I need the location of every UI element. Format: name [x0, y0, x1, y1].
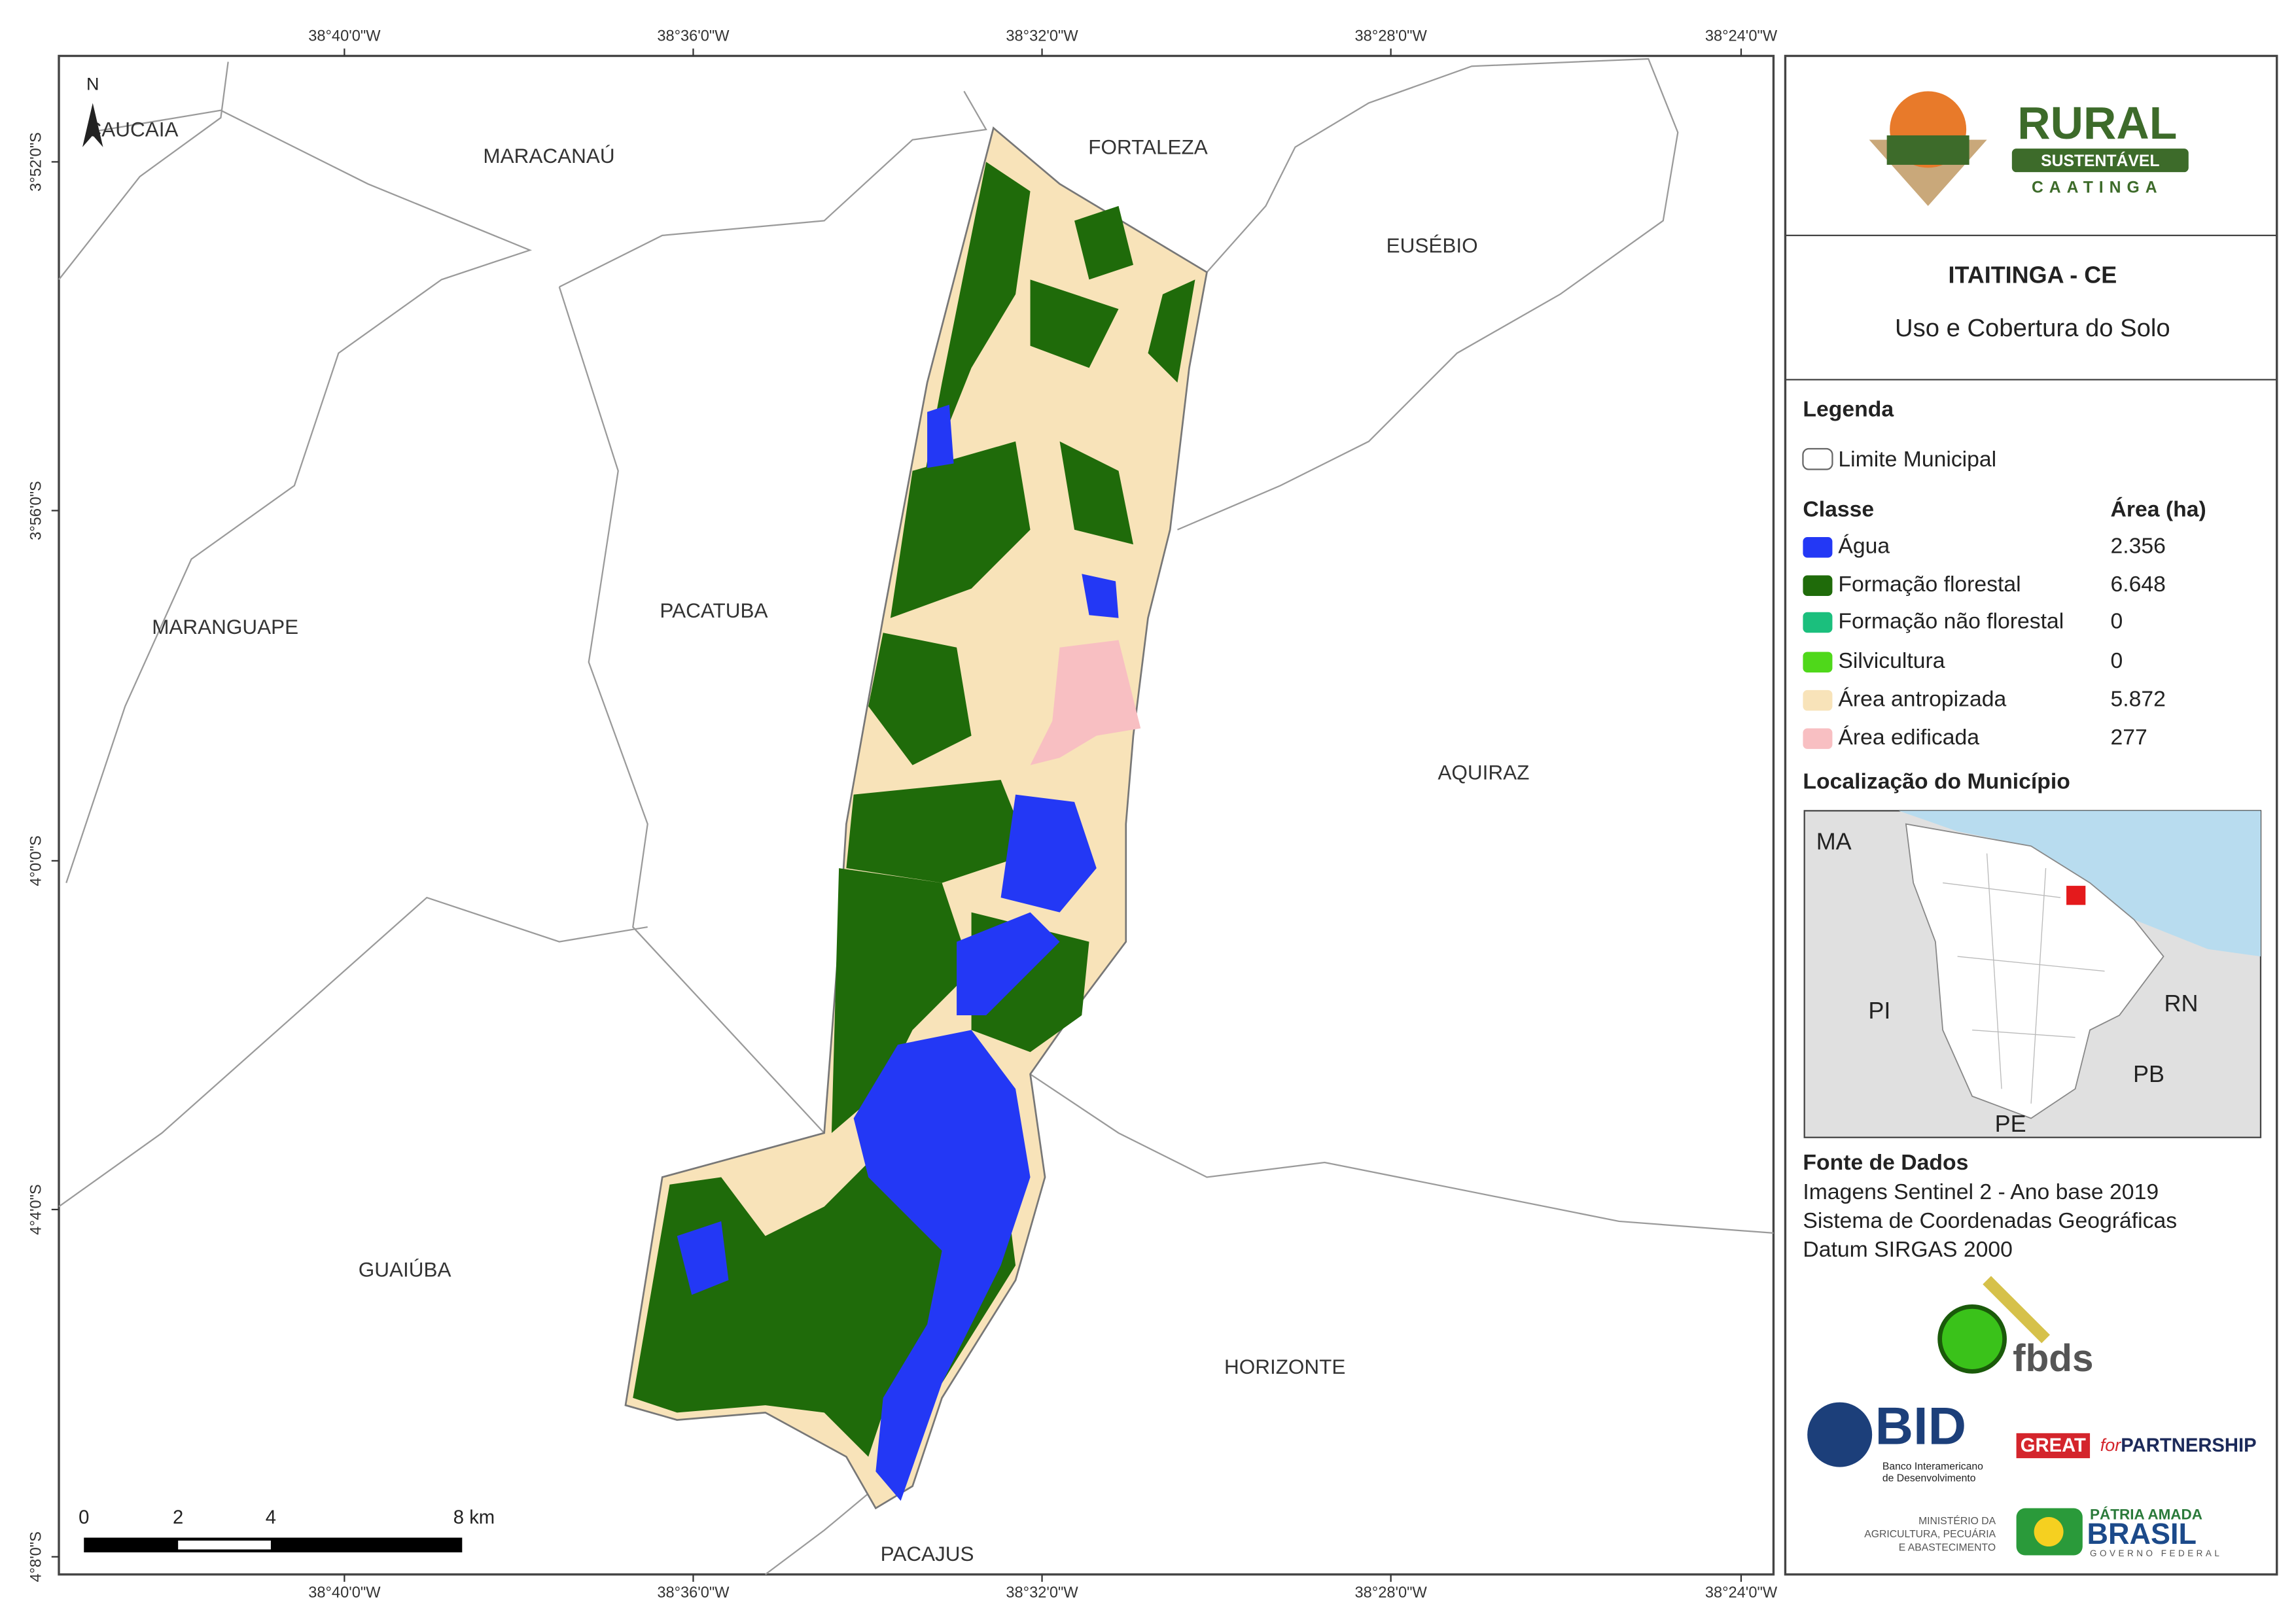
left-coord: 3°52'0"S [27, 132, 44, 192]
bid-line: de Desenvolvimento [1882, 1473, 1976, 1484]
municipality-label: EUSÉBIO [1386, 234, 1478, 257]
north-arrow: N [82, 75, 103, 147]
class-name: Formação não florestal [1838, 608, 2064, 633]
left-coord: 4°0'0"S [27, 835, 44, 886]
boundary-swatch [1802, 447, 1833, 470]
left-coord: 3°56'0"S [27, 481, 44, 540]
logo-band: SUSTENTÁVEL [2041, 152, 2159, 170]
class-area: 277 [2111, 725, 2147, 750]
municipality-label: MARANGUAPE [152, 615, 298, 638]
class-swatch [1803, 652, 1833, 672]
top-coord: 38°36'0"W [657, 27, 730, 44]
scale-bar [84, 1537, 463, 1553]
title: ITAITINGA - CE [1948, 261, 2117, 288]
class-header: Classe [1803, 497, 1874, 521]
class-area: 0 [2111, 608, 2123, 633]
brasil-main: BRASIL [2087, 1517, 2197, 1550]
sources: Imagens Sentinel 2 - Ano base 2019 Sistem… [1803, 1179, 2177, 1262]
class-name: Formação florestal [1838, 572, 2021, 597]
scale-labels: 0 2 4 8 km [79, 1507, 495, 1528]
area-header: Área (ha) [2111, 497, 2206, 521]
partner-logos: fbds BID Banco Interamericano de Desenvo… [1807, 1276, 2257, 1558]
location-heading: Localização do Município [1803, 769, 2070, 794]
legend-classes: Água 2.356 Formação florestal 6.648 Formação… [1803, 534, 2166, 750]
bottom-coord: 38°32'0"W [1006, 1584, 1078, 1601]
left-coord: 4°4'0"S [27, 1184, 44, 1234]
class-swatch [1803, 612, 1833, 633]
class-area: 0 [2111, 648, 2123, 673]
class-swatch [1803, 575, 1833, 596]
state-label: MA [1816, 828, 1852, 854]
class-area: 2.356 [2111, 534, 2166, 559]
bottom-coord: 38°28'0"W [1355, 1584, 1428, 1601]
great-logo: GREAT [2021, 1435, 2086, 1456]
top-coord: 38°40'0"W [308, 27, 381, 44]
class-area: 6.648 [2111, 572, 2166, 597]
great-partnership: PARTNERSHIP [2121, 1435, 2256, 1456]
ministry-line: MINISTÉRIO DA [1918, 1514, 1996, 1527]
municipality-labels: CAUCAIA MARACANAÚ FORTALEZA EUSÉBIO PACATUBA… [86, 118, 1529, 1565]
class-area: 5.872 [2111, 687, 2166, 712]
class-swatch [1803, 728, 1833, 749]
top-coord: 38°24'0"W [1705, 27, 1778, 44]
state-label: RN [2164, 990, 2199, 1017]
municipality-label: GUAIÚBA [359, 1258, 451, 1282]
bid-logo: BID [1875, 1397, 1966, 1456]
logo-sub: CAATINGA [2032, 179, 2163, 196]
municipality-label: FORTALEZA [1088, 135, 1208, 158]
class-name: Água [1838, 534, 1890, 559]
scale-label: 8 km [453, 1507, 495, 1528]
scale-label: 4 [266, 1507, 276, 1528]
bottom-coord: 38°24'0"W [1705, 1584, 1778, 1601]
source-line: Sistema de Coordenadas Geográficas [1803, 1208, 2177, 1233]
municipality-label: AQUIRAZ [1438, 760, 1529, 784]
logo-main: RURAL [2017, 97, 2177, 148]
coordinate-grid: 38°40'0"W 38°36'0"W 38°32'0"W 38°28'0"W 38°2… [27, 27, 1777, 1601]
top-coord: 38°28'0"W [1355, 27, 1428, 44]
north-label: N [86, 75, 99, 94]
left-coord: 4°8'0"S [27, 1531, 44, 1582]
brasil-top: PÁTRIA AMADA [2090, 1507, 2202, 1523]
fbds-logo: fbds [2013, 1337, 2093, 1380]
great-for: for [2100, 1435, 2122, 1455]
source-line: Imagens Sentinel 2 - Ano base 2019 [1803, 1179, 2159, 1204]
state-labels: MA PI RN PB PE [1816, 828, 2199, 1137]
class-name: Silvicultura [1838, 648, 1945, 673]
state-label: PB [2133, 1060, 2164, 1087]
bid-line: Banco Interamericano [1882, 1461, 1983, 1473]
municipality-label: MARACANAÚ [483, 144, 614, 167]
state-label: PI [1868, 997, 1890, 1024]
ministry-line: AGRICULTURA, PECUÁRIA [1864, 1527, 1996, 1540]
logo-rural: RURAL SUSTENTÁVEL CAATINGA [1869, 91, 2189, 206]
state-label: PE [1995, 1110, 2026, 1137]
class-name: Área edificada [1838, 725, 1979, 750]
location-inset [1803, 810, 2262, 1138]
municipal-borders [58, 58, 1774, 1575]
brasil-sub: GOVERNO FEDERAL [2090, 1548, 2222, 1558]
sources-heading: Fonte de Dados [1803, 1150, 1968, 1175]
municipality-label: PACATUBA [660, 599, 768, 622]
bottom-coord: 38°40'0"W [308, 1584, 381, 1601]
source-line: Datum SIRGAS 2000 [1803, 1237, 2012, 1262]
scale-label: 2 [173, 1507, 183, 1528]
municipality-label: CAUCAIA [86, 118, 178, 141]
bottom-coord: 38°36'0"W [657, 1584, 730, 1601]
class-name: Área antropizada [1838, 687, 2006, 712]
legend-heading: Legenda [1803, 396, 1894, 421]
municipality-itaitinga [624, 126, 1208, 1510]
class-swatch [1803, 537, 1833, 558]
top-coord: 38°32'0"W [1006, 27, 1078, 44]
ministry-line: E ABASTECIMENTO [1899, 1542, 1996, 1553]
class-swatch [1803, 689, 1833, 711]
municipality-label: PACAJUS [881, 1542, 974, 1565]
municipality-label: HORIZONTE [1224, 1355, 1345, 1378]
boundary-label: Limite Municipal [1838, 447, 1996, 472]
subtitle: Uso e Cobertura do Solo [1895, 314, 2170, 342]
scale-label: 0 [79, 1507, 89, 1528]
